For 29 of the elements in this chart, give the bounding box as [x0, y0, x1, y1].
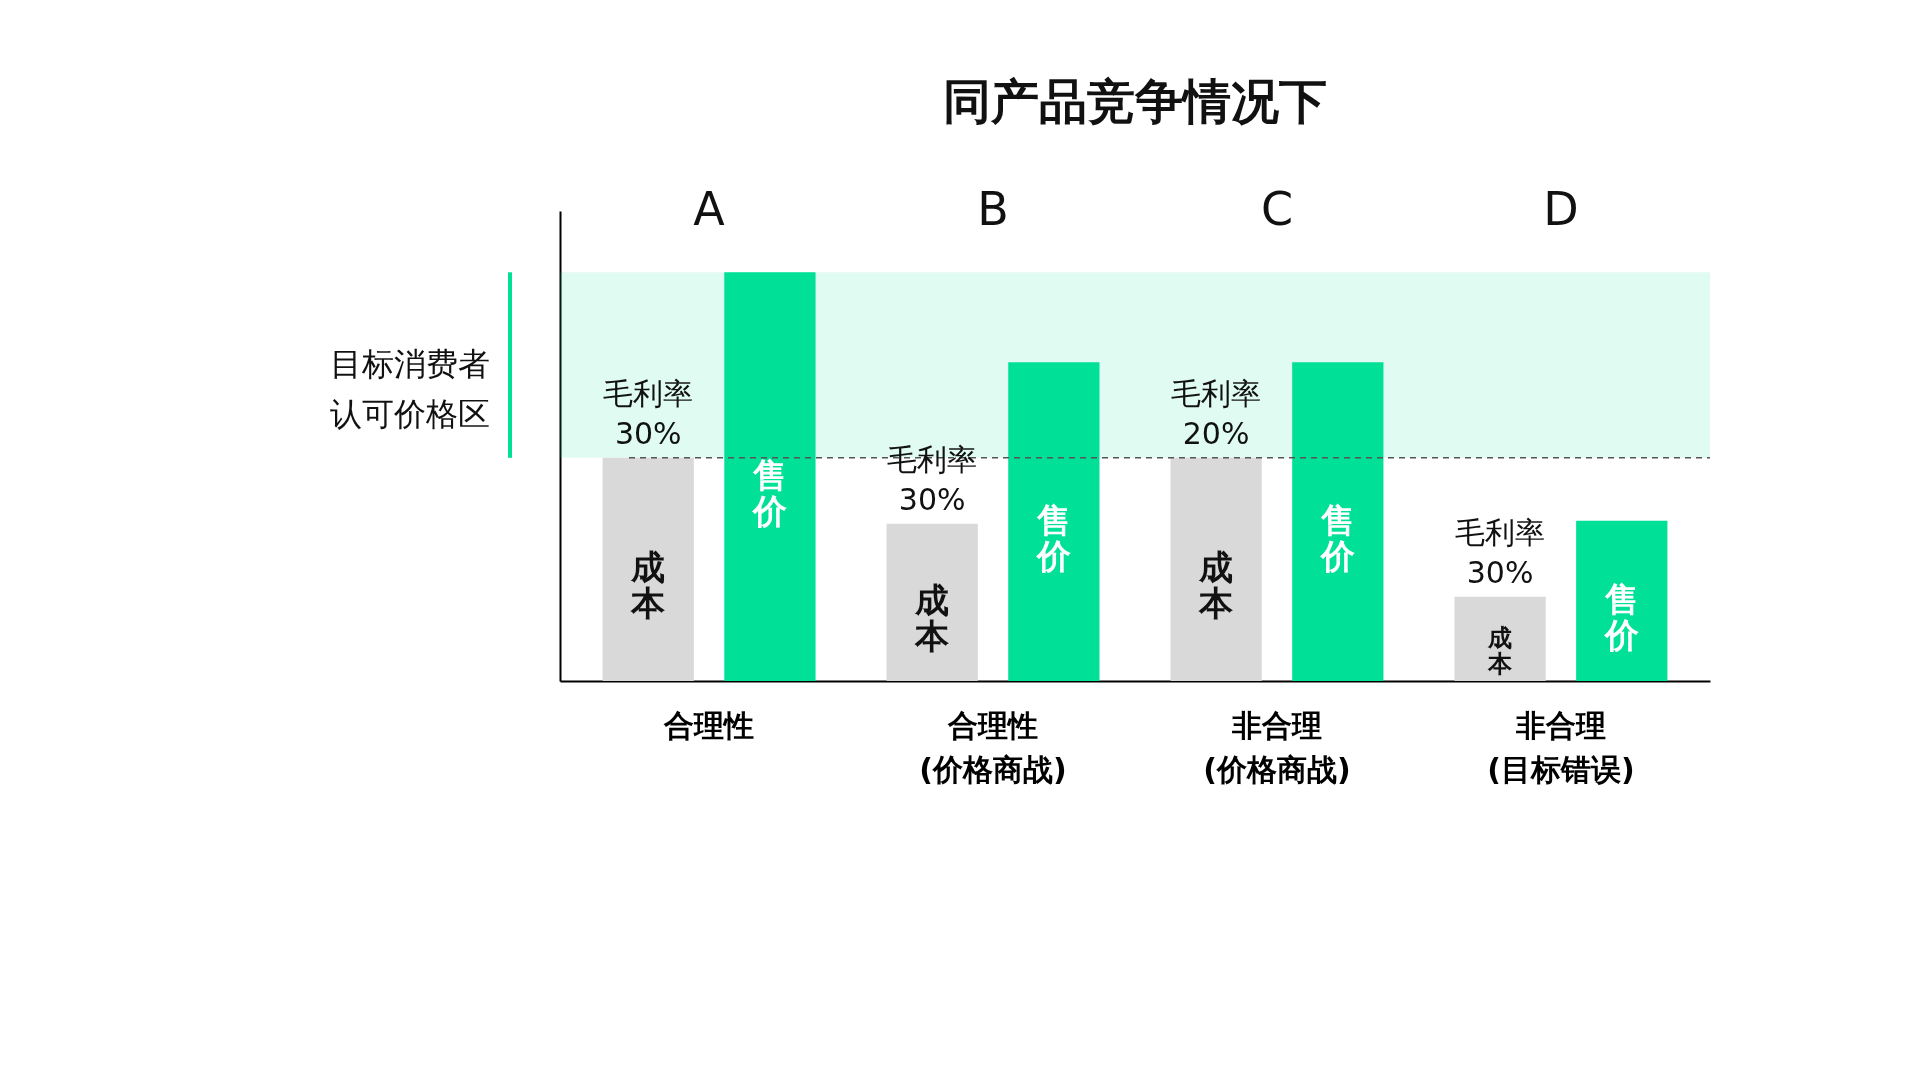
text: C: [1260, 182, 1294, 236]
bar: [1576, 520, 1668, 681]
bar: [1008, 362, 1100, 681]
band-label: 目标消费者认可价格区: [330, 345, 490, 434]
x-tick-label: 非合理 (价格商战): [1203, 707, 1351, 787]
series-label: 售价: [1602, 578, 1640, 655]
text: 售价: [1036, 499, 1071, 576]
x-tick-label: 合理性: [663, 707, 755, 743]
bar: [886, 523, 978, 681]
text: 成本: [915, 580, 950, 657]
text: B: [977, 182, 1009, 236]
series-label: 成本: [1487, 623, 1514, 678]
bar: [724, 272, 816, 681]
text: 成本: [1199, 547, 1234, 624]
bar: [602, 457, 694, 681]
annotation: 毛利率 20%: [1171, 375, 1262, 451]
x-tick-label: 合理性 (价格商战): [919, 707, 1067, 787]
chart-title: 同产品竞争情况下: [943, 73, 1327, 129]
text: 售价: [752, 454, 787, 531]
bar: [1292, 362, 1384, 681]
x-tick-label: 非合理 (目标错误): [1487, 707, 1635, 787]
bar: [1170, 457, 1262, 681]
bar: [1454, 596, 1546, 681]
annotation: 毛利率 30%: [1455, 514, 1546, 590]
text: D: [1543, 182, 1579, 236]
text: 售价: [1320, 499, 1355, 576]
text: A: [693, 182, 726, 236]
text: 成本: [631, 547, 666, 624]
annotation: 毛利率 30%: [603, 375, 694, 451]
